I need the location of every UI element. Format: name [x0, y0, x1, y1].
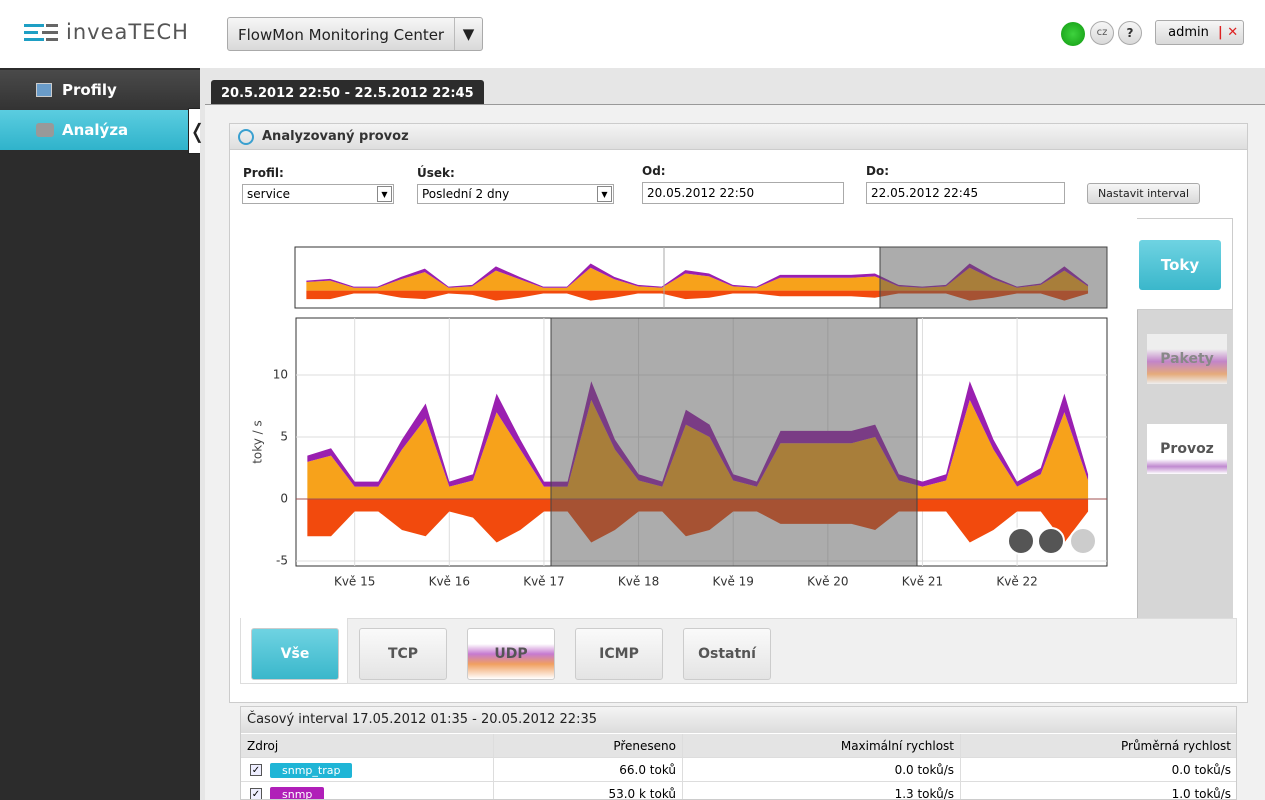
y-tick-label: -5	[276, 554, 288, 568]
checkbox[interactable]: ✓	[250, 764, 262, 776]
area	[307, 381, 1089, 487]
date-tab[interactable]: 20.5.2012 22:50 - 22.5.2012 22:45	[211, 80, 484, 105]
stats-table: Časový interval 17.05.2012 01:35 - 20.05…	[240, 706, 1237, 800]
user-name: admin	[1168, 25, 1209, 40]
checkbox[interactable]: ✓	[250, 788, 262, 800]
set-interval-button[interactable]: Nastavit interval	[1087, 183, 1200, 204]
x-tick-label: Kvě 16	[429, 575, 470, 589]
nav-item[interactable]: Analýza	[0, 110, 200, 150]
nav-label: Analýza	[62, 121, 129, 139]
logo: inveaTECH	[66, 20, 189, 44]
nav-icon	[36, 83, 52, 97]
panel-header: Analyzovaný provoz	[230, 124, 1247, 150]
chart: toky / s Kvě 15 Kvě 16 Kvě 17 Kvě 18 Kvě 19 K…	[240, 218, 1137, 618]
y-axis-label: toky / s	[251, 420, 265, 464]
area	[306, 263, 1089, 288]
y-tick-label: 5	[280, 430, 288, 444]
from-input[interactable]: 20.05.2012 22:50	[642, 182, 844, 204]
profile-select[interactable]: service ▼	[242, 184, 394, 204]
x-tick-label: Kvě 19	[712, 575, 753, 589]
user-button[interactable]: admin | ✕	[1155, 20, 1244, 45]
source-cell: ✓ snmp	[241, 782, 494, 800]
to-input[interactable]: 22.05.2012 22:45	[866, 182, 1065, 204]
top-bar: inveaTECH FlowMon Monitoring Center ▼ cz …	[0, 0, 1265, 68]
table-title: Časový interval 17.05.2012 01:35 - 20.05…	[241, 707, 1236, 733]
value-cell: 53.0 k toků	[494, 782, 683, 799]
status-indicator	[1061, 22, 1085, 46]
zoom-button[interactable]	[1007, 527, 1035, 555]
logo-icon	[24, 24, 58, 41]
nav-icon	[36, 123, 54, 137]
value-cell: 1.3 toků/s	[683, 782, 961, 799]
value-cell: 1.0 toků/s	[961, 782, 1236, 799]
overview-selection	[879, 246, 1108, 309]
zoom-button[interactable]	[1037, 527, 1065, 555]
app-select[interactable]: FlowMon Monitoring Center ▼	[227, 17, 483, 51]
source-tag: snmp	[270, 787, 325, 799]
select-value: service	[247, 187, 290, 201]
dropdown-arrow: ▼	[454, 18, 482, 50]
y-tick-label: 0	[280, 492, 288, 506]
panel-title: Analyzovaný provoz	[262, 129, 409, 144]
help-button[interactable]: ?	[1118, 21, 1142, 45]
column-header: Přeneseno	[494, 734, 683, 758]
value-cell: 0.0 toků/s	[961, 758, 1236, 782]
value-cell: 0.0 toků/s	[683, 758, 961, 782]
label: Profil:	[243, 166, 284, 180]
nav-label: Profily	[62, 81, 117, 99]
collapse-handle[interactable]: ❬	[188, 108, 206, 154]
protocol-tab[interactable]: TCP	[359, 628, 447, 680]
range-select[interactable]: Poslední 2 dny ▼	[417, 184, 614, 204]
side-tab[interactable]: Provoz	[1147, 424, 1227, 474]
side-tab[interactable]: Pakety	[1147, 334, 1227, 384]
zoom-button[interactable]	[1069, 527, 1097, 555]
protocol-tab[interactable]: ICMP	[575, 628, 663, 680]
nav-item[interactable]: Profily	[0, 70, 200, 110]
label: Od:	[642, 164, 666, 178]
column-header: Zdroj	[241, 734, 494, 758]
x-tick-label: Kvě 22	[996, 575, 1037, 589]
x-tick-label: Kvě 15	[334, 575, 375, 589]
source-tag: snmp_trap	[270, 763, 353, 778]
app-name: FlowMon Monitoring Center	[238, 26, 445, 44]
select-value: Poslední 2 dny	[422, 187, 510, 201]
protocol-tab[interactable]: Vše	[251, 628, 339, 680]
label: Úsek:	[417, 166, 455, 180]
x-tick-label: Kvě 20	[807, 575, 848, 589]
protocol-tab[interactable]: Ostatní	[683, 628, 771, 680]
clock-icon	[238, 129, 254, 145]
label: Do:	[866, 164, 890, 178]
column-header: Maximální rychlost	[683, 734, 961, 758]
x-tick-label: Kvě 18	[618, 575, 659, 589]
value-cell: 66.0 toků	[494, 758, 683, 782]
sidebar: Profily Analýza ❬	[0, 68, 206, 800]
lang-button[interactable]: cz	[1090, 21, 1114, 45]
x-tick-label: Kvě 17	[523, 575, 564, 589]
x-tick-label: Kvě 21	[902, 575, 943, 589]
logout-icon[interactable]: | ✕	[1218, 25, 1239, 40]
select-arrow: ▼	[377, 186, 392, 202]
column-header: Průměrná rychlost	[961, 734, 1236, 758]
y-tick-label: 10	[273, 368, 288, 382]
side-tab[interactable]: Toky	[1139, 240, 1221, 290]
select-arrow: ▼	[597, 186, 612, 202]
selection	[550, 317, 918, 567]
source-cell: ✓ snmp_trap	[241, 758, 494, 782]
table-body: Zdroj Přeneseno Maximální rychlost Průměrná…	[241, 734, 1236, 800]
protocol-tab[interactable]: UDP	[467, 628, 555, 680]
